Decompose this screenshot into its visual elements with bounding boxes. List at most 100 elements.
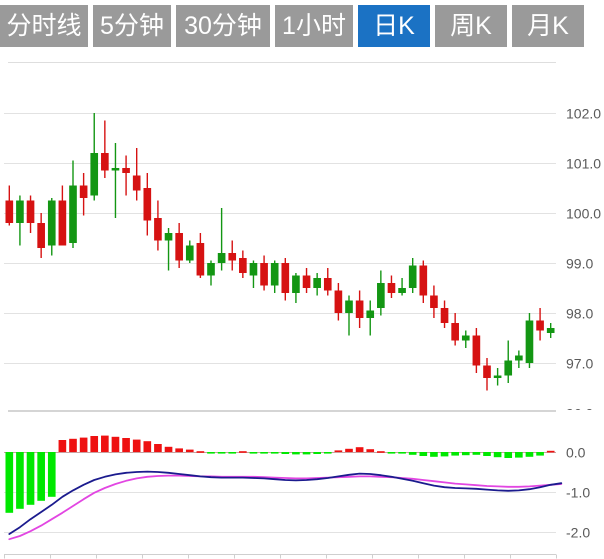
macd-axis-label: -2.0 bbox=[566, 525, 590, 541]
candle bbox=[196, 233, 205, 278]
candle-body bbox=[270, 263, 279, 286]
candle bbox=[472, 328, 481, 373]
candle bbox=[37, 213, 45, 258]
macd-histogram-bar bbox=[239, 451, 247, 453]
macd-histogram-bar bbox=[185, 449, 194, 452]
tab-5min[interactable]: 5分钟 bbox=[93, 5, 171, 47]
candle bbox=[164, 228, 173, 271]
macd-histogram-bar bbox=[16, 452, 24, 509]
candle bbox=[16, 195, 24, 246]
macd-histogram-bar bbox=[366, 449, 375, 452]
macd-histogram-bar bbox=[207, 452, 215, 454]
candle-body bbox=[377, 283, 385, 308]
candle-body bbox=[546, 328, 555, 333]
candle-body bbox=[249, 263, 258, 276]
tab-month-k-label: 月K bbox=[527, 12, 569, 40]
candle bbox=[101, 120, 109, 178]
candle-body bbox=[47, 200, 56, 246]
tab-timeline[interactable]: 分时线 bbox=[0, 5, 88, 47]
macd-histogram-bar bbox=[69, 438, 77, 452]
macd-histogram-bar bbox=[493, 452, 502, 458]
candle bbox=[207, 260, 215, 286]
macd-histogram-bar bbox=[419, 452, 428, 456]
macd-histogram-bar bbox=[355, 447, 364, 452]
macd-histogram-bar bbox=[377, 451, 385, 453]
candlestick-chart[interactable]: 102.0 101.0 100.0 99.0 98.0 97.0 96.0 bbox=[0, 66, 604, 410]
tab-30min[interactable]: 30分钟 bbox=[176, 5, 270, 47]
candle bbox=[90, 113, 99, 201]
candle-body bbox=[228, 253, 237, 261]
candle bbox=[270, 260, 279, 293]
macd-histogram-bar bbox=[58, 440, 67, 452]
candle-body bbox=[302, 275, 311, 288]
candle bbox=[461, 330, 470, 348]
macd-histogram-bar bbox=[90, 436, 99, 452]
macd-axis-label: -1.0 bbox=[566, 485, 590, 501]
candle-body bbox=[451, 323, 459, 341]
candle-body bbox=[79, 185, 88, 198]
tab-30min-label: 30分钟 bbox=[184, 12, 262, 40]
candle bbox=[430, 285, 438, 318]
candle bbox=[260, 255, 268, 291]
macd-histogram-bar bbox=[143, 441, 152, 452]
candle bbox=[239, 250, 247, 278]
tab-week-k[interactable]: 周K bbox=[435, 5, 507, 47]
candle bbox=[111, 143, 120, 218]
candle bbox=[451, 313, 459, 346]
candle-body bbox=[207, 263, 215, 276]
candle bbox=[525, 313, 534, 368]
candle-body bbox=[430, 295, 438, 308]
candle bbox=[122, 155, 130, 196]
candle bbox=[185, 240, 194, 263]
candle-body bbox=[111, 168, 120, 171]
candle bbox=[366, 300, 375, 336]
macd-histogram-bar bbox=[5, 452, 14, 513]
candle-body bbox=[398, 288, 406, 293]
candle-body bbox=[493, 375, 502, 378]
candle bbox=[334, 283, 343, 321]
candle bbox=[387, 275, 396, 298]
candle-body bbox=[483, 365, 491, 378]
candle-body bbox=[16, 200, 24, 223]
tab-day-k[interactable]: 日K bbox=[358, 5, 430, 47]
macd-histogram-bar bbox=[228, 452, 237, 454]
candle bbox=[292, 273, 300, 303]
macd-histogram-bar bbox=[292, 452, 300, 455]
candle-body bbox=[408, 265, 417, 288]
candle bbox=[313, 273, 321, 296]
tab-1hour[interactable]: 1小时 bbox=[275, 5, 353, 47]
candle-body bbox=[175, 233, 183, 261]
candle-body bbox=[196, 243, 205, 276]
macd-histogram-bar bbox=[111, 436, 120, 452]
macd-histogram-bar bbox=[47, 452, 56, 497]
macd-histogram-bar bbox=[345, 448, 353, 452]
candle-body bbox=[185, 245, 194, 261]
candle-body bbox=[154, 218, 162, 241]
candle-body bbox=[58, 200, 67, 246]
macd-histogram-bar bbox=[175, 448, 183, 452]
macd-histogram-bar bbox=[323, 452, 332, 454]
candle-body bbox=[69, 185, 77, 243]
candle bbox=[154, 200, 162, 251]
price-axis-label: 99.0 bbox=[566, 256, 593, 272]
macd-histogram-bar bbox=[451, 452, 459, 456]
candle-body bbox=[260, 263, 268, 286]
panel-divider bbox=[8, 410, 556, 412]
tab-month-k[interactable]: 月K bbox=[512, 5, 584, 47]
macd-histogram-bar bbox=[217, 452, 226, 454]
candle bbox=[249, 260, 258, 288]
candle-body bbox=[164, 233, 173, 241]
candle-body bbox=[536, 320, 544, 331]
macd-histogram-bar bbox=[472, 452, 481, 455]
macd-chart[interactable]: 0.0 -1.0 -2.0 bbox=[0, 415, 604, 559]
candle bbox=[345, 295, 353, 336]
tab-1hour-label: 1小时 bbox=[282, 12, 346, 40]
candle bbox=[355, 290, 364, 328]
macd-histogram-bar bbox=[132, 439, 141, 452]
candle-body bbox=[239, 258, 247, 273]
macd-histogram-bar bbox=[504, 452, 513, 458]
candle bbox=[493, 368, 502, 386]
macd-histogram-bar bbox=[546, 450, 555, 453]
candle bbox=[217, 208, 226, 271]
candle-body bbox=[122, 168, 130, 173]
